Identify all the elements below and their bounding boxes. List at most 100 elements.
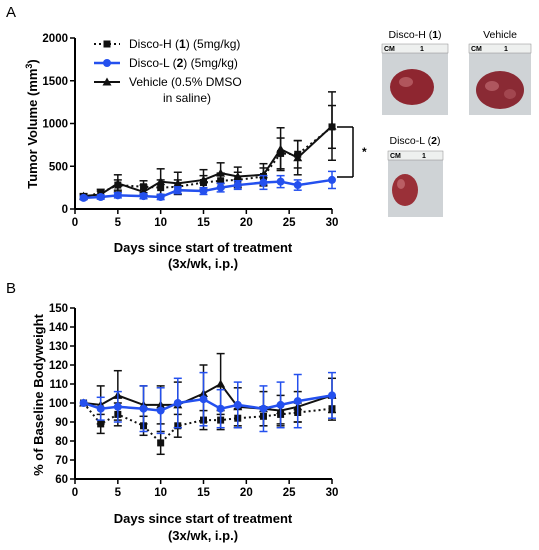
photo-vehicle: Vehicle CM 1 [468, 29, 532, 115]
panel-b-ytick-label: 80 [55, 436, 68, 448]
panel-b-point-disco-l [79, 399, 88, 407]
panel-a-point-disco-l [293, 181, 302, 190]
panel-b-ylabel: % of Baseline Bodyweight [31, 313, 46, 475]
panel-b-point-disco-l [259, 404, 268, 413]
panel-b-point-disco-l [173, 399, 182, 407]
ruler-digit-disco-l: 1 [422, 153, 426, 160]
panel-b-point-disco-l [96, 404, 105, 413]
legend-marker-disco-l [103, 59, 111, 67]
panel-b-ytick-label: 70 [55, 455, 68, 467]
tumor-highlight-vehicle [485, 81, 499, 91]
photo-label-disco-l: Disco-L (2) [390, 135, 441, 147]
photo-disco-h: Disco-H (1) CM 1 [381, 29, 449, 115]
ruler-disco-l [387, 150, 444, 161]
panel-a-point-disco-h [294, 150, 302, 158]
panel-a-point-disco-l [173, 186, 182, 195]
panel-a-point-disco-l [79, 193, 88, 202]
panel-b-ytick-label: 140 [49, 322, 68, 334]
panel-a-point-disco-h [217, 177, 225, 185]
panel-b-ytick-label: 110 [49, 379, 68, 391]
legend-label-vehicle: Vehicle (0.5% DMSO [129, 75, 242, 89]
panel-b-point-disco-l [328, 391, 336, 400]
ruler-cm-disco-h: CM [384, 46, 395, 53]
legend-marker-disco-h [103, 40, 111, 48]
panel-b-series-disco-l [79, 371, 336, 435]
panel-a-point-disco-h [157, 184, 165, 192]
panel-b-ytick-label: 150 [49, 303, 68, 315]
panel-a-point-disco-l [259, 178, 268, 187]
panel-a-series-disco-l [79, 170, 336, 202]
panel-b-point-disco-l [233, 400, 242, 409]
tumor-highlight-disco-l [397, 179, 405, 189]
panel-b-xtick-label: 5 [115, 487, 122, 499]
panel-b-ytick-label: 120 [49, 360, 68, 372]
panel-a-point-disco-l [328, 175, 336, 184]
panel-b-point-disco-h [157, 439, 165, 447]
ruler-digit-vehicle: 1 [504, 46, 508, 53]
panel-b-point-disco-l [293, 397, 302, 406]
tumor-highlight-vehicle-2 [504, 89, 516, 99]
panel-a-point-disco-l [233, 181, 242, 190]
ruler-cm-disco-l: CM [390, 153, 401, 160]
panel-b-xtick-label: 25 [283, 487, 296, 499]
legend-label-disco-l: Disco-L (2) (5mg/kg) [129, 56, 238, 70]
panel-a-ylabel: Tumor Volume (mm3) [24, 59, 40, 189]
panel-b-point-disco-l [276, 400, 285, 409]
photo-disco-l: Disco-L (2) CM 1 [387, 135, 444, 217]
panel-b-xtick-label: 15 [197, 487, 210, 499]
panel-b-xtick-label: 0 [72, 487, 78, 499]
panel-a-point-disco-h [114, 181, 122, 189]
photo-label-disco-h: Disco-H (1) [388, 29, 441, 41]
panel-a-xtick-label: 20 [240, 217, 253, 229]
panel-b-xlabel: Days since start of treatment [114, 511, 293, 526]
panel-b-point-disco-l [216, 404, 225, 413]
photo-label-vehicle: Vehicle [483, 29, 517, 41]
legend-label-disco-h: Disco-H (1) (5mg/kg) [129, 37, 240, 51]
panel-b-ytick-label: 90 [55, 417, 68, 429]
legend-marker-vehicle [102, 77, 112, 86]
tumor-disco-h [390, 69, 434, 105]
panel-label-b: B [6, 280, 16, 297]
panel-a-ytick-label: 0 [62, 204, 68, 216]
panel-a-ytick-label: 2000 [42, 33, 68, 45]
panel-a-xtick-label: 25 [283, 217, 296, 229]
panel-a-xtick-label: 10 [154, 217, 167, 229]
panel-a-point-disco-l [96, 193, 105, 202]
panel-b-ytick-label: 60 [55, 474, 68, 486]
panel-b-xtick-label: 30 [326, 487, 339, 499]
panel-a-ytick-label: 500 [49, 161, 68, 173]
tumor-highlight-disco-h [399, 77, 413, 87]
panel-b-point-disco-l [113, 402, 122, 411]
legend-item-vehicle: Vehicle (0.5% DMSO in saline) [94, 75, 242, 105]
panel-a-point-disco-h [234, 176, 242, 184]
significance-star: * [362, 145, 367, 159]
panel-b-ytick-label: 130 [49, 341, 68, 353]
plot-area-tumor-volume: 0 500 1000 1500 2000 0 5 10 15 20 25 30 [42, 33, 338, 229]
legend: Disco-H (1) (5mg/kg) Disco-L (2) (5mg/kg… [94, 37, 242, 105]
panel-b-point-disco-l [156, 406, 165, 415]
ruler-disco-h [381, 43, 449, 54]
panel-b-xlabel-line2: (3x/wk, i.p.) [168, 528, 238, 543]
ruler-digit-disco-h: 1 [420, 46, 424, 53]
ruler-cm-vehicle: CM [471, 46, 482, 53]
panel-a-xlabel: Days since start of treatment [114, 240, 293, 255]
panel-a-point-disco-h [200, 178, 207, 186]
panel-b-point-disco-l [139, 404, 148, 413]
panel-a-xtick-label: 15 [197, 217, 210, 229]
panel-a-point-disco-l [216, 183, 225, 192]
panel-a-point-disco-h [277, 149, 285, 157]
panel-b-ytick-label: 100 [49, 398, 68, 410]
significance-bracket: * [337, 126, 367, 178]
panel-a-point-disco-h [328, 123, 336, 131]
legend-item-disco-h: Disco-H (1) (5mg/kg) [94, 37, 240, 51]
legend-item-disco-l: Disco-L (2) (5mg/kg) [94, 56, 238, 70]
panel-a-xlabel-line2: (3x/wk, i.p.) [168, 256, 238, 271]
panel-b-point-disco-l [199, 395, 208, 404]
panel-a-ytick-label: 1500 [42, 76, 68, 88]
panel-a-xtick-label: 5 [115, 217, 122, 229]
ruler-vehicle [468, 43, 532, 54]
panel-a-point-disco-l [199, 187, 208, 196]
panel-a-point-disco-l [113, 191, 122, 200]
panel-b-xtick-label: 20 [240, 487, 253, 499]
